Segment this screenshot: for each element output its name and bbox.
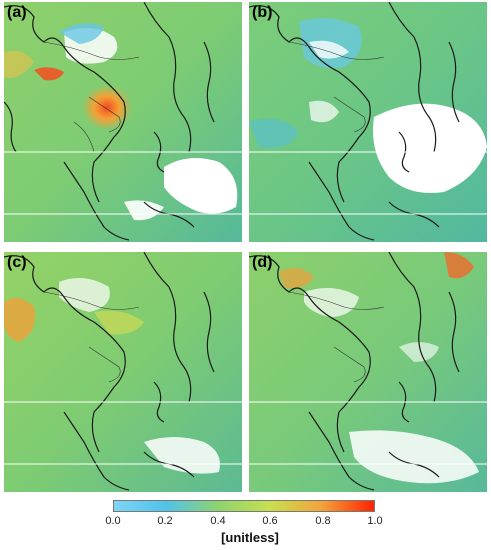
mid-value-region bbox=[4, 298, 35, 342]
missing-data-patch bbox=[124, 200, 164, 221]
colorbar-tick: 0.4 bbox=[210, 515, 226, 527]
map-a-svg bbox=[4, 2, 242, 242]
borders bbox=[288, 41, 385, 133]
panel-label: (a) bbox=[7, 4, 27, 21]
panel-label: (b) bbox=[252, 4, 273, 21]
colorbar-tick: 0.2 bbox=[157, 515, 173, 527]
coastlines bbox=[4, 252, 215, 491]
mid-value-region bbox=[4, 50, 34, 78]
missing-data-patch bbox=[144, 437, 220, 474]
borders bbox=[43, 291, 140, 383]
mid-value-region bbox=[279, 268, 314, 289]
map-panel-d: (d) bbox=[249, 252, 487, 492]
map-c-svg bbox=[4, 252, 242, 492]
missing-data-patch bbox=[309, 100, 339, 123]
map-d-svg bbox=[249, 252, 487, 492]
coastlines bbox=[4, 2, 215, 241]
colorbar-legend: 0.0 0.2 0.4 0.6 0.8 1.0 [unitless] bbox=[100, 500, 400, 550]
missing-data-patch bbox=[309, 40, 349, 59]
missing-data-patch bbox=[59, 278, 110, 312]
colorbar-tick: 1.0 bbox=[367, 515, 383, 527]
low-value-patch bbox=[59, 23, 104, 44]
high-value-region bbox=[34, 67, 64, 81]
low-value-patch bbox=[249, 118, 299, 148]
map-b-svg bbox=[249, 2, 487, 242]
panel-label: (c) bbox=[7, 254, 27, 271]
panel-label: (d) bbox=[252, 254, 273, 271]
map-panel-b: (b) bbox=[249, 2, 487, 242]
borders bbox=[43, 41, 140, 153]
colorbar-tick: 0.6 bbox=[262, 515, 278, 527]
missing-data-patch bbox=[399, 342, 439, 362]
missing-data-patch bbox=[349, 430, 479, 484]
mid-value-region bbox=[94, 310, 144, 335]
high-value-region bbox=[444, 252, 474, 279]
missing-data-patch bbox=[373, 103, 487, 193]
coastlines bbox=[249, 2, 460, 241]
missing-data-patch bbox=[164, 158, 238, 214]
map-panel-c: (c) bbox=[4, 252, 242, 492]
colorbar-unit-label: [unitless] bbox=[221, 530, 279, 545]
colorbar-tick: 0.8 bbox=[315, 515, 331, 527]
colorbar-tick: 0.0 bbox=[105, 515, 121, 527]
borders bbox=[288, 291, 385, 383]
map-panel-a: (a) bbox=[4, 2, 242, 242]
colorbar-gradient bbox=[113, 500, 375, 512]
